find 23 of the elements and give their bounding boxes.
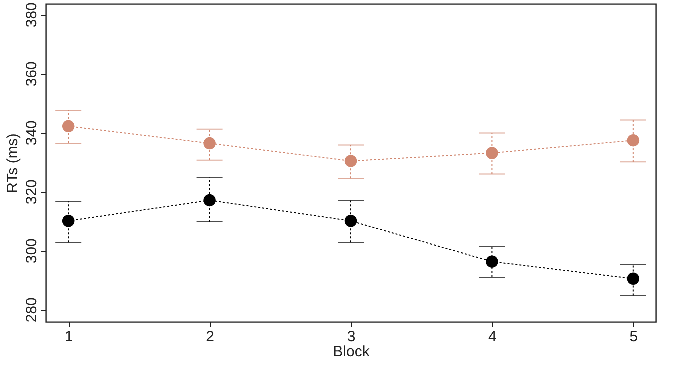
y-tick-label: 380 [24, 2, 40, 28]
point [62, 120, 75, 133]
point [204, 194, 216, 207]
point [62, 215, 75, 228]
y-tick-label: 300 [24, 238, 40, 264]
x-tick-label: 1 [64, 328, 74, 346]
x-tick-label: 5 [630, 328, 638, 346]
y-tick-label: 360 [24, 62, 40, 87]
point [486, 256, 498, 268]
y-axis-title: RTs (ms) [4, 134, 22, 194]
point [627, 134, 640, 147]
x-tick-label: 2 [206, 328, 214, 346]
y-tick-label: 340 [24, 120, 40, 146]
point [344, 155, 358, 168]
point [204, 137, 216, 150]
x-tick-label: 3 [347, 328, 356, 346]
y-tick-label: 320 [24, 180, 40, 205]
x-tick-label: 4 [488, 328, 497, 346]
x-axis-title: Block [333, 344, 370, 360]
point [344, 215, 358, 228]
point [627, 272, 640, 286]
point [486, 147, 498, 160]
y-tick-label: 280 [24, 298, 40, 323]
